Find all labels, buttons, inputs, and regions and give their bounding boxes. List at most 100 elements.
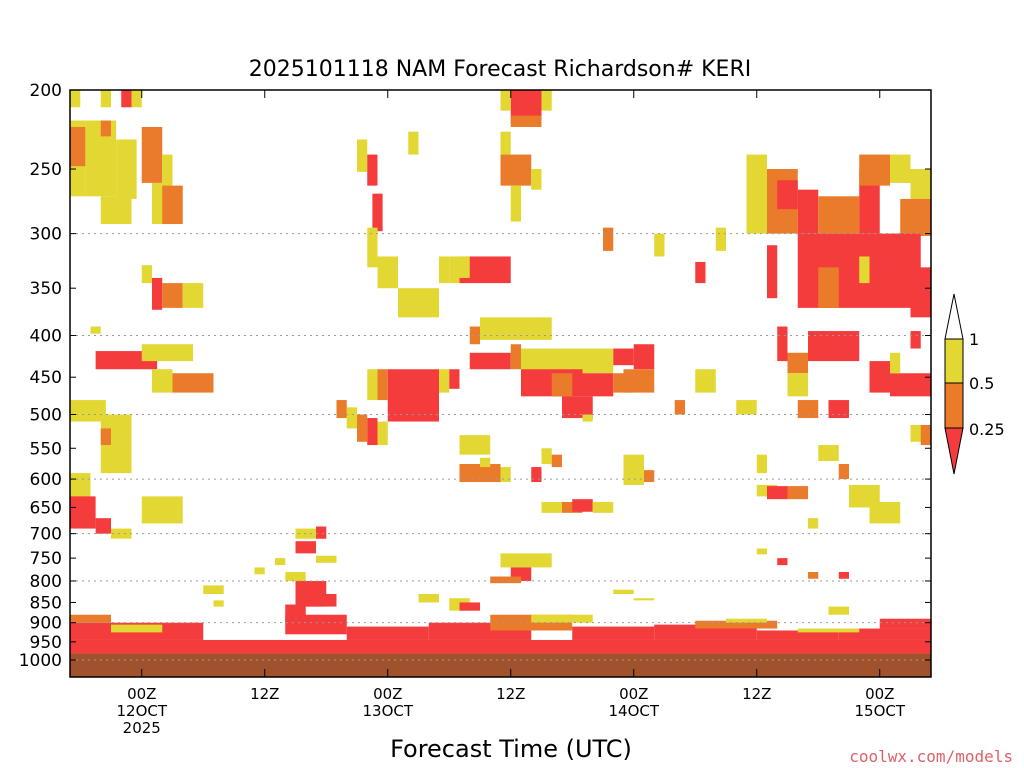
heatmap-cell xyxy=(756,454,767,474)
y-tick-label: 300 xyxy=(30,225,62,245)
heatmap-cell xyxy=(100,196,132,225)
heatmap-cell xyxy=(808,331,860,362)
heatmap-cell xyxy=(367,227,378,268)
heatmap-cell xyxy=(285,614,347,635)
y-tick-label: 800 xyxy=(30,572,62,592)
y-tick-label: 450 xyxy=(30,368,62,388)
heatmap-cell xyxy=(510,185,521,222)
heatmap-cell xyxy=(654,233,665,257)
heatmap-cell xyxy=(141,126,163,183)
heatmap-cell xyxy=(510,115,542,127)
heatmap-cell xyxy=(572,499,593,512)
color-legend: 1 0.5 0.25 xyxy=(944,293,1005,475)
heatmap-cell xyxy=(869,361,890,393)
heatmap-cell xyxy=(469,326,480,345)
x-tick-label: 12Z xyxy=(742,685,771,703)
y-tick-label: 900 xyxy=(30,614,62,634)
legend-label: 1 xyxy=(969,330,979,349)
heatmap-cell xyxy=(100,90,111,108)
heatmap-cell xyxy=(828,606,849,615)
heatmap-cell xyxy=(838,628,931,640)
heatmap-cell xyxy=(111,528,132,539)
heatmap-cell xyxy=(141,344,193,362)
heatmap-cell xyxy=(490,576,521,584)
heatmap-cell xyxy=(162,185,183,225)
heatmap-cell xyxy=(182,283,204,308)
x-tick-label: 15OCT xyxy=(854,702,905,720)
pressure-axis: 200 250 300 350 400 450 500 550 600 650 700 750 8008… xyxy=(19,81,931,671)
heatmap-cell xyxy=(726,618,767,623)
heatmap-cell xyxy=(480,317,552,340)
heatmap-cell xyxy=(95,518,111,534)
y-tick-label: 350 xyxy=(30,279,62,299)
heatmap-cell xyxy=(900,198,931,236)
heatmap-cell xyxy=(510,344,521,370)
heatmap-cell xyxy=(787,373,808,397)
heatmap-cell xyxy=(500,154,532,186)
heatmap-cell xyxy=(152,277,163,310)
heatmap-cell xyxy=(633,598,655,601)
heatmap-cell xyxy=(70,639,931,654)
heatmap-cell xyxy=(367,154,378,186)
heatmap-cell xyxy=(377,256,398,289)
heatmap-cell xyxy=(213,600,224,607)
heatmap-cell xyxy=(521,348,614,374)
heatmap-cell xyxy=(541,90,552,111)
heatmap-cell xyxy=(141,265,152,284)
heatmap-cell xyxy=(357,139,368,172)
heatmap-cell xyxy=(797,189,819,234)
heatmap-cell xyxy=(767,245,778,299)
y-tick-label: 200 xyxy=(30,81,62,101)
x-tick-label: 14OCT xyxy=(608,702,659,720)
y-tick-label: 750 xyxy=(30,549,62,569)
heatmap-cell xyxy=(336,400,347,419)
heatmap-cell xyxy=(377,421,388,446)
y-tick-label: 500 xyxy=(30,406,62,426)
x-tick-label: 00Z xyxy=(127,685,156,703)
heatmap-cell xyxy=(644,470,655,483)
heatmap-cell xyxy=(439,369,450,393)
heatmap-cell xyxy=(70,614,111,623)
heatmap-cell xyxy=(890,373,931,397)
y-tick-label: 950 xyxy=(30,633,62,653)
legend-swatch xyxy=(944,427,964,475)
y-tick-label: 650 xyxy=(30,498,62,518)
heatmap-cell xyxy=(70,473,91,502)
heatmap-cell xyxy=(613,348,634,366)
heatmap-cell xyxy=(70,400,106,422)
heatmap-cell xyxy=(449,369,460,389)
heatmap-cell xyxy=(377,369,388,401)
heatmap-cell xyxy=(500,467,511,483)
heatmap-cell xyxy=(859,256,870,284)
heatmap-cell xyxy=(121,90,132,108)
heatmap-cell xyxy=(777,180,798,210)
heatmap-cell xyxy=(920,424,931,446)
heatmap-cell xyxy=(449,256,460,284)
heatmap-cell xyxy=(562,396,593,419)
heatmap-cell xyxy=(787,486,808,500)
heatmap-cell xyxy=(746,154,767,234)
heatmap-cell xyxy=(910,267,931,318)
heatmap-cell xyxy=(531,169,542,190)
heatmap-cell xyxy=(623,454,644,485)
heatmap-cell xyxy=(838,572,849,579)
heatmap-cell xyxy=(70,126,86,167)
x-tick-label: 12Z xyxy=(496,685,525,703)
heatmap-cell xyxy=(879,618,931,629)
x-tick-label: 13OCT xyxy=(362,702,413,720)
x-axis-title: Forecast Time (UTC) xyxy=(390,735,632,763)
heatmap-cell xyxy=(797,628,860,633)
heatmap-cell xyxy=(500,131,511,155)
heatmap-cell xyxy=(767,486,788,500)
heatmap-cell xyxy=(100,120,111,137)
legend-swatch xyxy=(944,382,964,429)
heatmap-cell xyxy=(756,630,839,640)
heatmap-cell xyxy=(756,548,767,555)
heatmap-cell xyxy=(623,369,655,393)
heatmap-cell xyxy=(459,602,480,611)
heatmap-cell xyxy=(541,501,562,513)
heatmap-cell xyxy=(869,501,901,524)
heatmap-cell xyxy=(162,154,173,186)
heatmap-cell xyxy=(818,196,860,234)
